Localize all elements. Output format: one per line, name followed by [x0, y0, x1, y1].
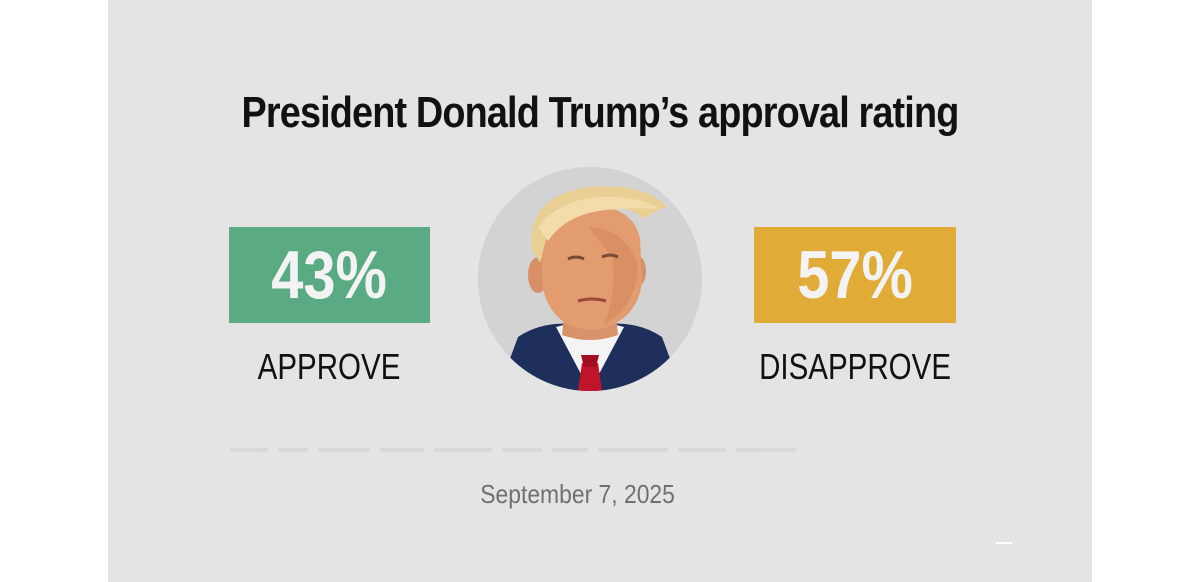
approve-label: APPROVE — [258, 346, 401, 387]
approve-label-wrap: APPROVE — [208, 346, 451, 388]
disapprove-percentage-box: 57% — [754, 227, 956, 323]
disapprove-label: DISAPPROVE — [759, 346, 951, 387]
card-title: President Donald Trump’s approval rating — [241, 88, 960, 137]
disapprove-label-wrap: DISAPPROVE — [728, 346, 982, 388]
approve-percentage: 43% — [271, 237, 388, 313]
date-wrap: September 7, 2025 — [108, 479, 1048, 510]
approve-percentage-box: 43% — [229, 227, 430, 323]
person-portrait-icon — [478, 167, 702, 391]
approval-card: President Donald Trump’s approval rating… — [108, 0, 1092, 582]
faded-text-line — [230, 448, 830, 454]
disapprove-percentage: 57% — [797, 237, 913, 313]
date: September 7, 2025 — [480, 479, 676, 509]
portrait-image — [478, 167, 702, 391]
corner-mark — [996, 542, 1012, 544]
